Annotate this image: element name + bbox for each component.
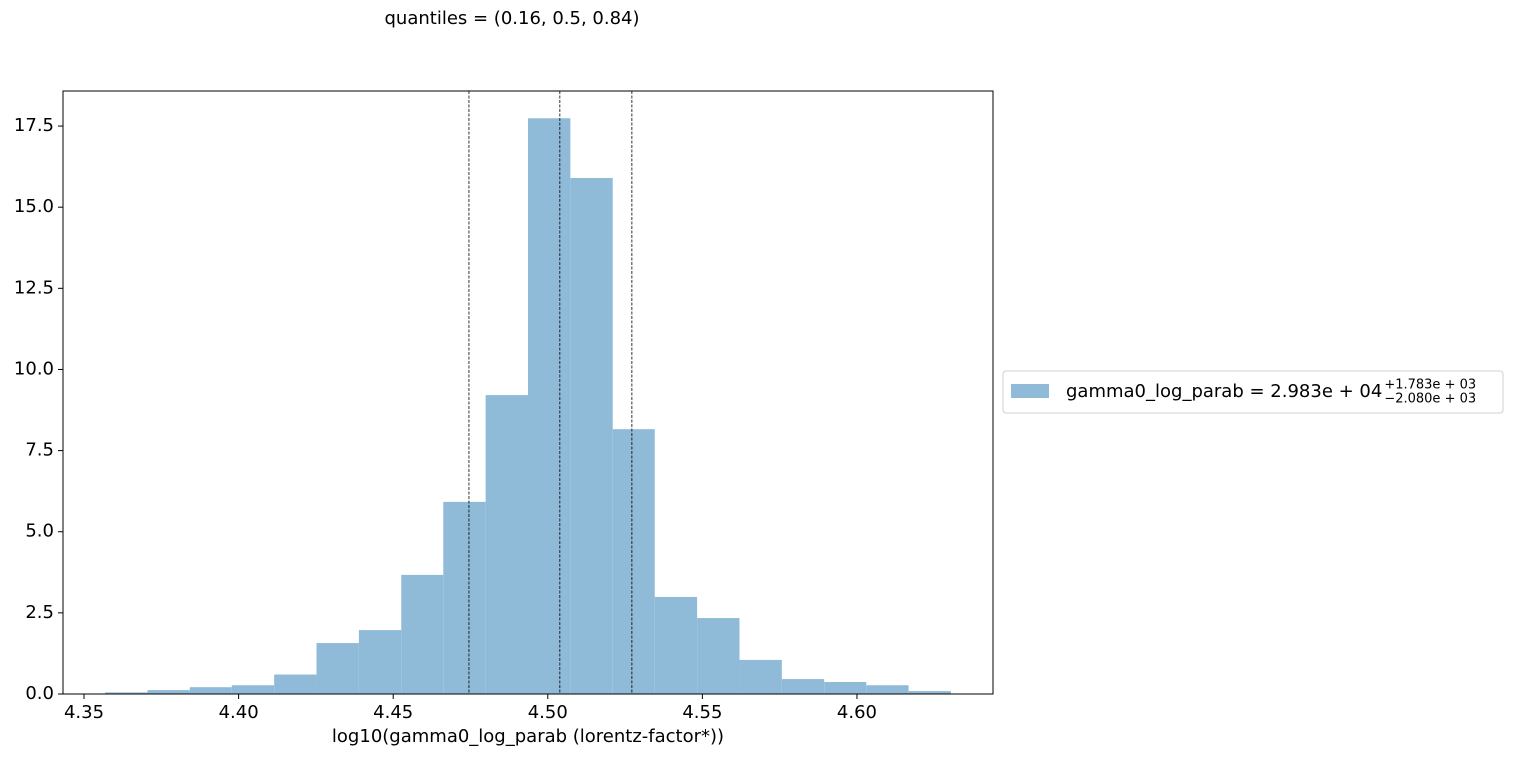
y-tick-label: 15.0: [14, 196, 54, 217]
bar: [739, 659, 782, 694]
y-tick-label: 5.0: [25, 521, 54, 542]
legend-label: gamma0_log_parab = 2.983e + 04: [1066, 381, 1382, 402]
bar: [274, 674, 317, 694]
bar: [824, 681, 867, 694]
bar: [528, 118, 571, 694]
x-tick-label: 4.55: [682, 702, 722, 723]
bar: [231, 685, 275, 694]
axes-frame: [62, 90, 994, 695]
bar: [570, 177, 613, 694]
bar: [866, 685, 909, 694]
chart-title: quantiles = (0.16, 0.5, 0.84): [384, 8, 639, 29]
bar: [781, 679, 825, 694]
x-tick-label: 4.45: [373, 702, 413, 723]
y-tick-label: 2.5: [25, 602, 54, 623]
x-tick-label: 4.50: [528, 702, 568, 723]
bar: [147, 690, 190, 694]
legend-swatch: [1011, 384, 1049, 398]
bar: [612, 429, 655, 694]
y-tick-label: 17.5: [14, 115, 54, 136]
x-tick-label: 4.35: [64, 702, 104, 723]
bar: [908, 691, 951, 694]
bar: [358, 630, 402, 694]
bar: [316, 643, 359, 694]
bar: [443, 501, 486, 694]
legend-upper: +1.783e + 03: [1384, 378, 1476, 393]
bar: [105, 692, 148, 694]
y-tick-label: 12.5: [14, 277, 54, 298]
bar: [697, 618, 740, 694]
y-tick-label: 10.0: [14, 358, 54, 379]
x-tick-label: 4.40: [219, 702, 259, 723]
y-tick-label: 7.5: [25, 440, 54, 461]
bar: [654, 596, 698, 694]
legend-lower: −2.080e + 03: [1384, 392, 1476, 407]
legend-box: [1002, 370, 1504, 414]
x-axis-label: log10(gamma0_log_parab (lorentz-factor*)…: [332, 726, 724, 747]
bar: [401, 574, 444, 694]
bar: [189, 687, 232, 694]
x-tick-label: 4.60: [837, 702, 877, 723]
y-tick-label: 0.0: [25, 683, 54, 704]
bar: [485, 395, 528, 694]
